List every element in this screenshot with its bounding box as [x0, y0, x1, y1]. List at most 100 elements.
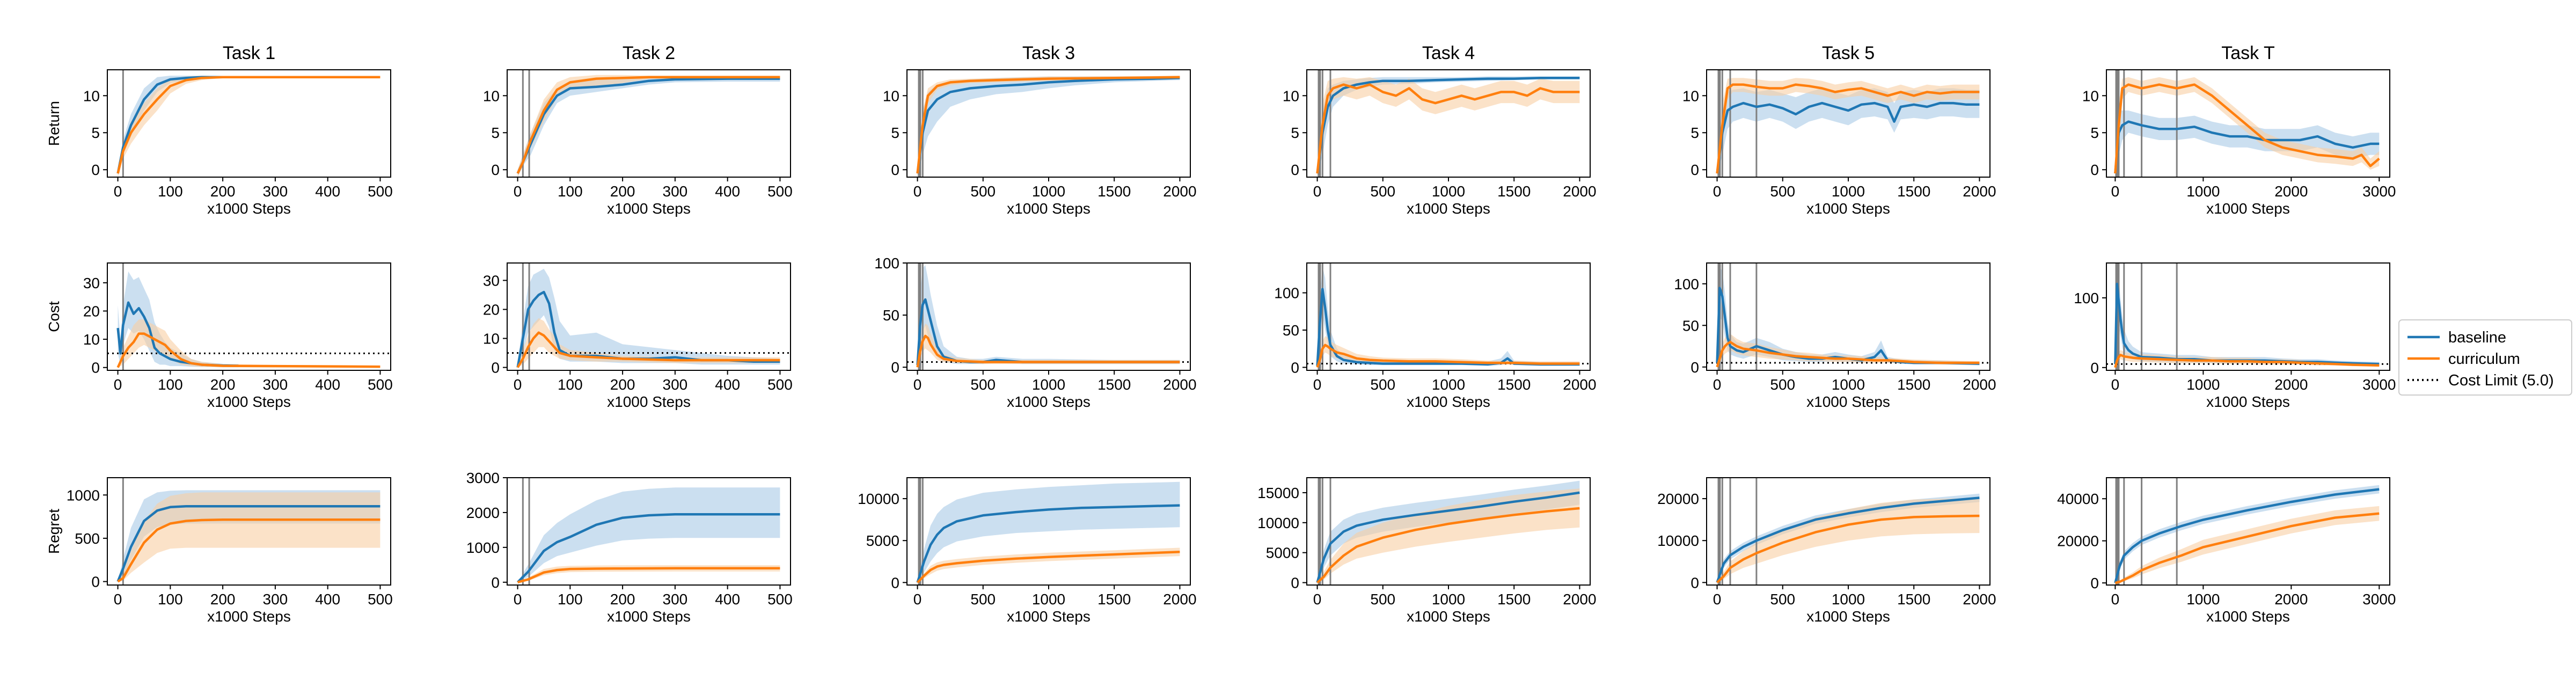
- baseline-line: [916, 76, 1180, 174]
- x-tick-label: 1500: [1897, 376, 1930, 393]
- x-tick-label: 0: [1713, 591, 1722, 608]
- x-tick-label: 200: [610, 183, 635, 200]
- baseline-band: [2115, 485, 2380, 583]
- panel-regret-task-2: 0 100 200 300 400 500 x1000 Steps 0 1000 2000 3000: [466, 470, 793, 625]
- curriculum-line: [116, 76, 380, 174]
- baseline-line: [2114, 488, 2380, 583]
- panel-cost-task-2: 0 100 200 300 400 500 x1000 Steps 0 10 20 30: [483, 262, 793, 410]
- y-tick-label: 3000: [466, 470, 500, 486]
- y-tick-label: 10: [2082, 87, 2099, 104]
- x-tick-label: 0: [2111, 376, 2120, 393]
- legend-label-curriculum: curriculum: [2448, 350, 2520, 368]
- baseline-line: [116, 505, 380, 582]
- y-tick-label: 100: [1274, 285, 1299, 302]
- plot-area: [116, 478, 380, 585]
- x-axis-label: x1000 Steps: [1007, 393, 1091, 410]
- x-tick-label: 1000: [1032, 376, 1065, 393]
- curriculum-band: [917, 76, 1180, 177]
- baseline-line: [1316, 288, 1580, 366]
- x-tick-label: 1500: [1097, 591, 1131, 608]
- x-tick-label: 200: [610, 591, 635, 608]
- curriculum-line: [2114, 512, 2380, 584]
- y-tick-label: 10: [1283, 87, 1299, 104]
- panel-cost-task-4: 0 500 1000 1500 2000 x1000 Steps 0 50 100: [1274, 262, 1597, 410]
- x-tick-label: 500: [1370, 183, 1395, 200]
- x-tick-label: 2000: [2274, 376, 2308, 393]
- x-tick-label: 1000: [1832, 376, 1865, 393]
- y-tick-label: 15000: [1257, 485, 1299, 501]
- y-tick-label: 100: [2074, 290, 2099, 306]
- y-tick-label: 0: [91, 162, 100, 178]
- baseline-line: [916, 504, 1180, 583]
- x-axis-label: x1000 Steps: [607, 393, 691, 410]
- x-axis-label: x1000 Steps: [207, 200, 291, 217]
- x-tick-label: 1500: [1497, 591, 1531, 608]
- x-tick-label: 300: [263, 591, 288, 608]
- plot-area: [916, 478, 1180, 585]
- y-tick-label: 0: [1690, 359, 1699, 376]
- x-tick-label: 1000: [1832, 591, 1865, 608]
- panel-cost-task-3: 0 500 1000 1500 2000 x1000 Steps 0 50 100: [874, 255, 1196, 410]
- x-axis-label: x1000 Steps: [1007, 608, 1091, 625]
- x-tick-label: 200: [210, 591, 236, 608]
- x-tick-label: 0: [514, 376, 522, 393]
- x-axis-label: x1000 Steps: [2206, 200, 2290, 217]
- x-tick-label: 500: [970, 376, 996, 393]
- curriculum-band: [1717, 333, 1980, 367]
- x-tick-label: 0: [114, 376, 122, 393]
- y-tick-label: 10: [483, 331, 500, 347]
- panel-return-task-3: 0 500 1000 1500 2000 x1000 Steps 0 5 10: [883, 69, 1197, 217]
- curriculum-line: [516, 76, 780, 174]
- y-tick-label: 2000: [466, 505, 500, 521]
- plot-area: [2114, 70, 2380, 177]
- x-tick-label: 500: [1370, 591, 1395, 608]
- x-tick-label: 400: [315, 183, 340, 200]
- x-tick-label: 400: [715, 183, 740, 200]
- x-tick-label: 0: [2111, 183, 2120, 200]
- y-tick-label: 10000: [858, 491, 899, 507]
- curriculum-line: [1716, 341, 1980, 368]
- baseline-band: [517, 487, 780, 582]
- plot-area: [516, 70, 780, 177]
- x-axis-label: x1000 Steps: [607, 608, 691, 625]
- panel-return-task-1: 0 100 200 300 400 500 x1000 Steps 0 5 10 Return: [46, 69, 393, 217]
- chart-title-3: Task 3: [1022, 43, 1075, 63]
- x-axis-label: x1000 Steps: [607, 200, 691, 217]
- x-tick-label: 1000: [1032, 591, 1065, 608]
- y-tick-label: 5000: [866, 532, 899, 549]
- baseline-line: [1716, 496, 1980, 583]
- curriculum-band: [1717, 498, 1980, 583]
- curriculum-line: [916, 551, 1180, 583]
- panel-return-task-5: 0 500 1000 1500 2000 x1000 Steps 0 5 10: [1682, 69, 1996, 217]
- panel-regret-task-4: 0 500 1000 1500 2000 x1000 Steps 0 5000 10000 150…: [1257, 477, 1597, 625]
- x-axis-label: x1000 Steps: [1407, 200, 1490, 217]
- panel-regret-task-5: 0 500 1000 1500 2000 x1000 Steps 0 10000 20000: [1657, 477, 1996, 625]
- x-tick-label: 2000: [1563, 591, 1596, 608]
- plot-area: [1307, 263, 1590, 370]
- y-axis-label-regret: Regret: [46, 509, 62, 554]
- panel-regret-task-6: 0 1000 2000 3000 x1000 Steps 0 20000 40000: [2057, 477, 2396, 625]
- baseline-line: [517, 513, 780, 583]
- y-tick-label: 10: [83, 87, 100, 104]
- curriculum-band: [1317, 488, 1580, 583]
- chart-title-2: Task 2: [623, 43, 675, 63]
- baseline-line: [2114, 120, 2380, 174]
- y-tick-label: 5: [891, 125, 899, 141]
- plot-area: [2114, 478, 2380, 585]
- x-tick-label: 0: [1313, 183, 1322, 200]
- curriculum-band: [118, 492, 380, 582]
- baseline-band: [517, 268, 780, 368]
- x-tick-label: 1500: [1097, 376, 1131, 393]
- x-tick-label: 500: [368, 591, 393, 608]
- y-tick-label: 0: [491, 574, 500, 591]
- x-tick-label: 1000: [1832, 183, 1865, 200]
- plot-area: [1707, 263, 1990, 370]
- y-tick-label: 50: [1682, 317, 1699, 334]
- y-tick-label: 0: [1291, 162, 1299, 178]
- legend-frame: [2398, 319, 2572, 396]
- baseline-band: [1717, 88, 1980, 177]
- x-axis-label: x1000 Steps: [207, 393, 291, 410]
- y-tick-label: 10: [1682, 87, 1699, 104]
- x-axis-label: x1000 Steps: [1806, 393, 1890, 410]
- y-tick-label: 5: [1291, 125, 1299, 141]
